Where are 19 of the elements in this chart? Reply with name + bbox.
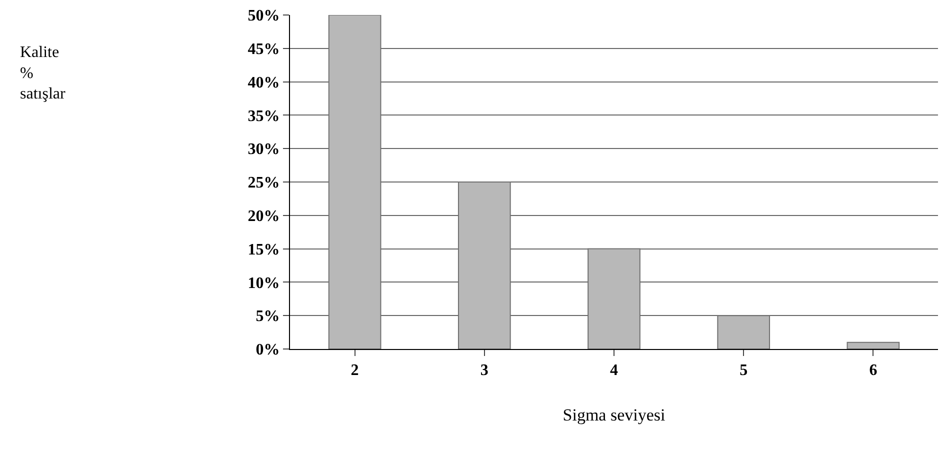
y-tick-label: 15% [248, 241, 280, 258]
x-tick-label: 5 [740, 362, 748, 380]
text: Kalite % satışlar [20, 44, 66, 103]
bar [846, 342, 900, 349]
x-axis-title: Sigma seviyesi [562, 406, 666, 425]
y-tick-label: 5% [256, 308, 280, 326]
x-tick-label: 4 [610, 362, 618, 380]
y-tick-label: 50% [248, 8, 280, 25]
x-tick-label: 3 [480, 362, 488, 380]
x-tick-label: 6 [869, 362, 878, 380]
y-tick-label: 30% [248, 141, 280, 158]
y-tick-label: 40% [248, 74, 280, 92]
y-tick-label: 10% [248, 274, 280, 292]
y-tick-label: 45% [248, 41, 280, 58]
y-tick-label: 35% [248, 108, 280, 125]
y-tick-label: 20% [248, 208, 280, 225]
x-tick-label: 2 [350, 362, 359, 380]
y-tick-label: 25% [248, 174, 280, 192]
y-tick-label: 0% [256, 342, 280, 359]
